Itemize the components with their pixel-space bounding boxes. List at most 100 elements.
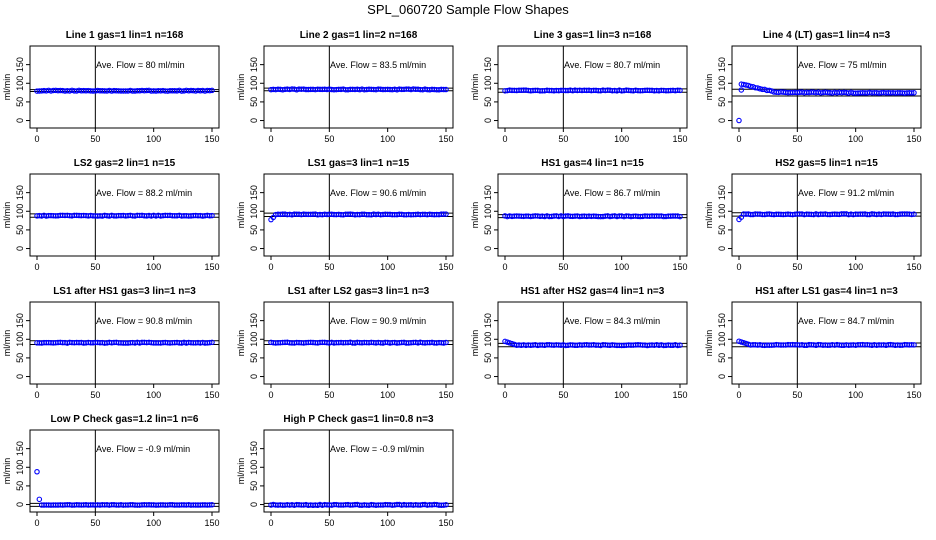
y-tick-label: 0 — [15, 502, 25, 507]
panel-title: LS1 after HS1 gas=3 lin=1 n=3 — [53, 286, 196, 297]
x-tick-label: 100 — [614, 390, 629, 400]
panel-title: Line 3 gas=1 lin=3 n=168 — [534, 30, 652, 41]
y-tick-label: 100 — [717, 204, 727, 219]
y-tick-label: 0 — [717, 246, 727, 251]
x-tick-label: 150 — [672, 134, 687, 144]
panel-2: Line 2 gas=1 lin=2 n=168 0 50 100 150 0 50 100 1… — [236, 30, 454, 144]
x-tick-label: 150 — [438, 134, 453, 144]
data-point — [747, 83, 754, 90]
x-tick-label: 150 — [672, 262, 687, 272]
x-tick-label: 150 — [438, 390, 453, 400]
y-tick-label: 100 — [717, 76, 727, 91]
data-point — [209, 87, 215, 94]
y-tick-label: 0 — [249, 502, 259, 507]
panel-title: HS1 gas=4 lin=1 n=15 — [541, 158, 644, 169]
x-tick-label: 100 — [380, 518, 395, 528]
x-tick-label: 0 — [268, 390, 273, 400]
average-flow-annotation: Ave. Flow = 90.9 ml/min — [330, 316, 426, 326]
panel-3: Line 3 gas=1 lin=3 n=168 0 50 100 150 0 50 100 1… — [470, 30, 688, 144]
y-tick-label: 100 — [249, 76, 259, 91]
x-tick-label: 50 — [90, 518, 100, 528]
y-axis-label: ml/min — [236, 330, 246, 357]
average-flow-annotation: Ave. Flow = 80.7 ml/min — [564, 60, 660, 70]
data-point — [206, 87, 213, 94]
panel-title: HS2 gas=5 lin=1 n=15 — [775, 158, 878, 169]
data-point — [206, 213, 213, 219]
panels: Line 1 gas=1 lin=1 n=168 0 50 100 150 0 50 100 1… — [2, 30, 922, 528]
data-point — [738, 87, 745, 93]
y-tick-label: 50 — [249, 353, 259, 363]
panel-title: Line 2 gas=1 lin=2 n=168 — [300, 30, 418, 41]
x-tick-label: 50 — [558, 134, 568, 144]
panel-12: HS1 after LS1 gas=4 lin=1 n=3 0 50 100 150 0 5… — [704, 286, 922, 400]
y-tick-label: 150 — [15, 441, 25, 456]
y-tick-label: 100 — [249, 332, 259, 347]
y-tick-label: 0 — [717, 374, 727, 379]
y-axis-label: ml/min — [2, 202, 12, 229]
y-axis-label: ml/min — [236, 202, 246, 229]
average-flow-annotation: Ave. Flow = -0.9 ml/min — [96, 444, 190, 454]
plot-frame — [263, 301, 454, 385]
y-tick-label: 150 — [483, 57, 493, 72]
data-point — [440, 502, 447, 508]
y-axis-label: ml/min — [236, 74, 246, 101]
panel-14: High P Check gas=1 lin=0.8 n=3 0 50 100 150 0… — [236, 414, 454, 528]
y-tick-label: 50 — [15, 481, 25, 491]
x-tick-label: 100 — [848, 134, 863, 144]
data-point — [766, 87, 773, 94]
panel-11: HS1 after HS2 gas=4 lin=1 n=3 0 50 100 150 0 5… — [470, 286, 688, 400]
average-flow-annotation: Ave. Flow = 86.7 ml/min — [564, 188, 660, 198]
data-point — [443, 339, 449, 346]
data-point — [443, 211, 449, 217]
average-flow-annotation: Ave. Flow = 88.2 ml/min — [96, 188, 192, 198]
y-tick-label: 100 — [15, 460, 25, 475]
panel-title: LS1 after LS2 gas=3 lin=1 n=3 — [288, 286, 430, 297]
panel-8: HS2 gas=5 lin=1 n=150 50 100 150050100150ml… — [704, 158, 922, 272]
x-tick-label: 0 — [502, 390, 507, 400]
x-tick-label: 150 — [204, 518, 219, 528]
x-tick-label: 0 — [502, 134, 507, 144]
y-tick-label: 0 — [717, 118, 727, 123]
data-point — [677, 342, 683, 348]
x-tick-label: 100 — [146, 262, 161, 272]
y-axis-label: ml/min — [236, 458, 246, 485]
average-flow-annotation: Ave. Flow = 90.8 ml/min — [96, 316, 192, 326]
average-flow-annotation: Ave. Flow = 91.2 ml/min — [798, 188, 894, 198]
data-point — [440, 340, 447, 346]
data-point — [209, 502, 215, 508]
x-tick-label: 100 — [380, 390, 395, 400]
data-point — [206, 339, 213, 346]
x-tick-label: 150 — [204, 262, 219, 272]
y-tick-label: 100 — [15, 332, 25, 347]
panel-title: Low P Check gas=1.2 lin=1 n=6 — [51, 414, 199, 425]
y-tick-label: 150 — [15, 185, 25, 200]
y-tick-label: 150 — [15, 313, 25, 328]
y-tick-label: 150 — [483, 313, 493, 328]
y-tick-label: 150 — [249, 57, 259, 72]
y-tick-label: 50 — [717, 353, 727, 363]
x-tick-label: 100 — [614, 134, 629, 144]
plot-frame — [731, 45, 922, 129]
y-tick-label: 50 — [483, 225, 493, 235]
plot-frame — [263, 45, 454, 129]
data-point — [440, 86, 447, 93]
y-tick-label: 0 — [15, 118, 25, 123]
data-point — [440, 211, 447, 217]
x-tick-label: 150 — [438, 262, 453, 272]
x-tick-label: 100 — [380, 262, 395, 272]
y-tick-label: 0 — [249, 246, 259, 251]
data-point — [443, 86, 449, 93]
average-flow-annotation: Ave. Flow = 84.3 ml/min — [564, 316, 660, 326]
y-tick-label: 50 — [717, 97, 727, 107]
average-flow-annotation: Ave. Flow = -0.9 ml/min — [330, 444, 424, 454]
x-tick-label: 0 — [736, 262, 741, 272]
x-tick-label: 50 — [558, 262, 568, 272]
plot-frame — [263, 429, 454, 513]
y-tick-label: 150 — [249, 313, 259, 328]
x-tick-label: 100 — [614, 262, 629, 272]
data-point — [911, 342, 917, 348]
y-tick-label: 150 — [717, 57, 727, 72]
x-tick-label: 0 — [268, 518, 273, 528]
x-tick-label: 50 — [558, 390, 568, 400]
y-tick-label: 100 — [483, 332, 493, 347]
